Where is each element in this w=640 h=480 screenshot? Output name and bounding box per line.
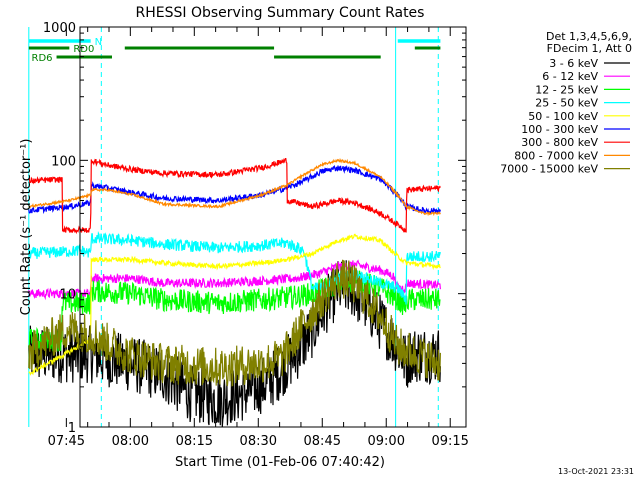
series-line xyxy=(28,164,441,215)
legend-label: 6 - 12 keV xyxy=(542,70,598,83)
plot-series xyxy=(28,157,441,428)
x-tick-label: 08:30 xyxy=(240,434,277,449)
legend-header-line: Det 1,3,4,5,6,9, xyxy=(546,30,632,43)
x-axis-label: Start Time (01-Feb-06 07:40:42) xyxy=(175,455,385,470)
x-tick-label: 07:45 xyxy=(48,434,85,449)
legend-label: 7000 - 15000 keV xyxy=(500,163,598,176)
legend-label: 100 - 300 keV xyxy=(521,123,598,136)
series-line xyxy=(28,233,441,376)
y-axis-label: Count Rate (s⁻¹ detector⁻¹) xyxy=(19,139,34,316)
y-tick-label: 1000 xyxy=(43,21,76,36)
y-tick-label: 10 xyxy=(59,288,76,303)
flag-label: RD6 xyxy=(32,53,53,64)
legend-header-line: FDecim 1, Att 0 xyxy=(547,42,632,55)
x-tick-label: 08:00 xyxy=(112,434,149,449)
series-line xyxy=(28,157,441,235)
x-tick-label: 08:15 xyxy=(176,434,213,449)
legend: Det 1,3,4,5,6,9,FDecim 1, Att 0 3 - 6 keV… xyxy=(500,30,632,176)
legend-label: 25 - 50 keV xyxy=(535,97,598,110)
legend-label: 12 - 25 keV xyxy=(535,83,598,96)
chart-title: RHESSI Observing Summary Count Rates xyxy=(136,5,425,21)
series-line xyxy=(28,157,441,217)
series-line xyxy=(28,259,441,387)
footer-date: 13-Oct-2021 23:31 xyxy=(558,467,634,476)
x-tick-label: 08:45 xyxy=(304,434,341,449)
flag-label: RD0 xyxy=(73,44,94,55)
series-line xyxy=(28,270,441,352)
plot-frame xyxy=(79,26,467,428)
series-line xyxy=(28,231,441,305)
legend-label: 3 - 6 keV xyxy=(549,57,598,70)
legend-label: 300 - 800 keV xyxy=(521,136,598,149)
legend-label: 50 - 100 keV xyxy=(528,110,598,123)
y-tick-label: 1 xyxy=(68,421,76,436)
y-tick-label: 100 xyxy=(51,154,76,169)
legend-label: 800 - 7000 keV xyxy=(514,149,598,162)
x-tick-label: 09:15 xyxy=(431,434,468,449)
x-tick-label: 09:00 xyxy=(368,434,405,449)
series-line xyxy=(28,259,441,301)
flag-label: N xyxy=(95,37,102,48)
plot-axes: 1 10 100 1000 07:45 08:00 08:15 08:30 08:45 09:00… xyxy=(43,21,469,449)
